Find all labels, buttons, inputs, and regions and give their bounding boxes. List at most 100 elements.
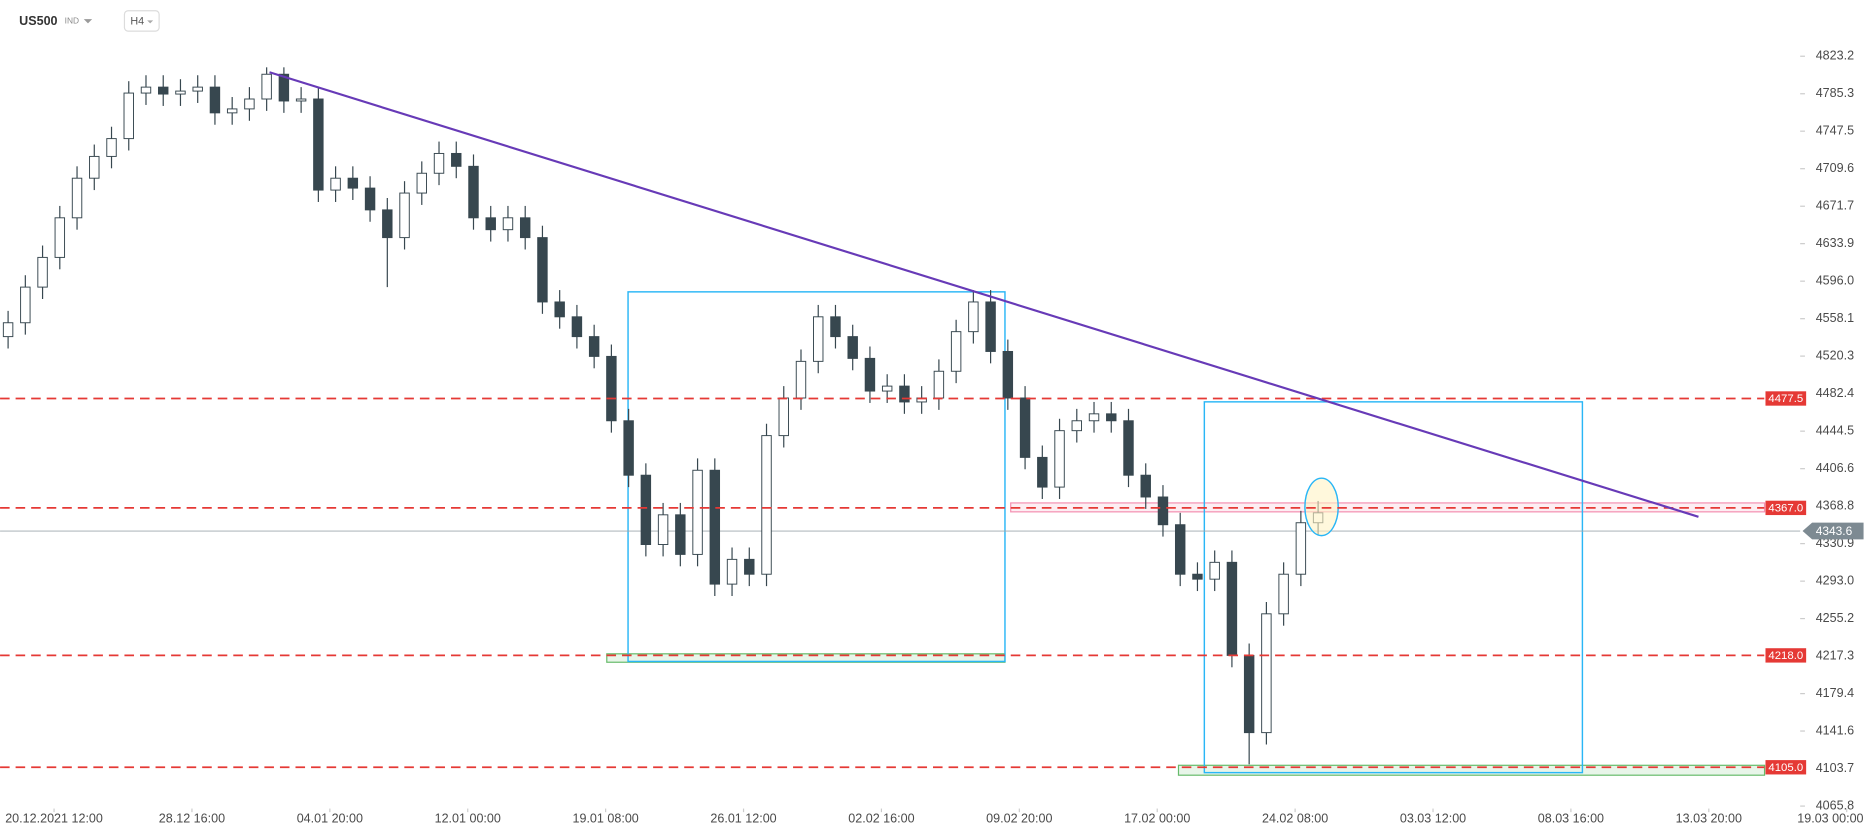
- dropdown-arrow[interactable]: [83, 19, 93, 24]
- y-tick-label: 4709.6: [1816, 161, 1854, 175]
- last-price-tag: [1802, 522, 1864, 540]
- candle-body: [795, 360, 807, 399]
- candle-body: [37, 256, 48, 288]
- candle-body: [985, 301, 996, 352]
- candle-body: [1054, 430, 1065, 488]
- candle-body: [1002, 350, 1014, 399]
- candle-body: [1019, 397, 1031, 458]
- trendline: [269, 71, 1699, 518]
- candle-body: [140, 86, 152, 94]
- candle-body: [1226, 561, 1238, 656]
- y-tick-label: 4179.4: [1816, 686, 1854, 700]
- y-tick-label: 4747.5: [1816, 123, 1854, 137]
- candle-body: [192, 86, 203, 92]
- y-tick-label: 4785.3: [1816, 86, 1854, 100]
- y-tick-label: 4444.5: [1816, 423, 1854, 437]
- y-tick-label: 4671.7: [1816, 199, 1854, 213]
- candle-body: [106, 138, 117, 157]
- candle-body: [1192, 573, 1203, 580]
- interval-arrow: [147, 20, 154, 24]
- y-tick-label: 4065.8: [1816, 798, 1854, 812]
- candle-body: [847, 336, 858, 359]
- candle-body: [209, 86, 221, 114]
- candle-body: [1088, 413, 1100, 422]
- x-tick-label: 26.01 12:00: [710, 812, 776, 826]
- candle-body: [1037, 456, 1048, 488]
- level-label: 4218.0: [1768, 650, 1803, 662]
- y-tick-label: 4823.2: [1816, 49, 1854, 63]
- candle-body: [502, 217, 514, 231]
- candle-body: [1278, 573, 1289, 615]
- candle-body: [778, 397, 789, 437]
- y-tick-label: 4330.9: [1816, 536, 1854, 550]
- interval[interactable]: H4: [130, 15, 144, 27]
- y-tick-label: 4633.9: [1816, 236, 1854, 250]
- candle-body: [1157, 496, 1169, 526]
- candle-body: [623, 420, 634, 476]
- candle-body: [640, 474, 652, 545]
- candle-body: [54, 217, 66, 258]
- symbol[interactable]: US500: [19, 14, 57, 28]
- candle-body: [261, 73, 272, 100]
- candle-body: [950, 331, 962, 372]
- candle-body: [588, 336, 600, 357]
- candle-body: [1140, 474, 1151, 498]
- x-tick-label: 12.01 00:00: [435, 812, 501, 826]
- candle-body: [692, 469, 703, 555]
- candle-body: [864, 357, 876, 392]
- candle-body: [571, 316, 583, 338]
- candle-body: [606, 355, 617, 422]
- y-tick-label: 4596.0: [1816, 273, 1854, 287]
- candle-body: [20, 286, 31, 324]
- candle-body: [244, 98, 255, 110]
- candle-body: [1123, 420, 1134, 476]
- y-tick-label: 4293.0: [1816, 573, 1854, 587]
- candle-body: [226, 108, 238, 114]
- candle-body: [1106, 413, 1117, 422]
- x-tick-label: 09.02 20:00: [986, 812, 1052, 826]
- y-tick-label: 4103.7: [1816, 761, 1854, 775]
- candle-body: [554, 301, 565, 318]
- x-tick-label: 19.01 08:00: [572, 812, 638, 826]
- level-label: 4367.0: [1768, 502, 1803, 514]
- x-tick-label: 28.12 16:00: [159, 812, 225, 826]
- y-tick-label: 4217.3: [1816, 648, 1854, 662]
- candle-body: [278, 73, 290, 102]
- level-label-box: [1765, 648, 1807, 663]
- interval-button[interactable]: [123, 10, 160, 32]
- candle-body: [451, 152, 462, 167]
- y-tick-label: 4406.6: [1816, 461, 1854, 475]
- x-tick-label: 24.02 08:00: [1262, 812, 1328, 826]
- candle-body: [347, 177, 359, 189]
- candle-body: [416, 172, 428, 194]
- level-label: 4105.0: [1768, 762, 1803, 774]
- candle-body: [726, 558, 738, 585]
- candle-body: [433, 152, 445, 174]
- candle-body: [364, 187, 376, 211]
- level-label-box: [1765, 760, 1807, 775]
- candle-body: [1209, 561, 1220, 580]
- candle-body: [399, 192, 410, 239]
- x-tick-label: 17.02 00:00: [1124, 812, 1190, 826]
- candle-body: [382, 209, 393, 239]
- candle-body: [1071, 420, 1083, 432]
- candle-body: [761, 435, 772, 575]
- y-tick-label: 4255.2: [1816, 611, 1854, 625]
- candle-body: [123, 92, 134, 140]
- level-label-box: [1765, 391, 1807, 406]
- candle-body: [709, 469, 721, 585]
- candle-body: [675, 514, 686, 555]
- x-tick-label: 04.01 20:00: [297, 812, 363, 826]
- candle-body: [295, 98, 307, 102]
- candle-body: [158, 86, 169, 95]
- candle-body: [1261, 613, 1272, 734]
- y-tick-label: 4482.4: [1816, 386, 1854, 400]
- candle-body: [744, 558, 755, 575]
- candle-body: [657, 514, 669, 545]
- candle-body: [2, 322, 14, 338]
- candle-body: [175, 90, 186, 95]
- candle-body: [71, 177, 83, 219]
- x-tick-label: 03.03 12:00: [1400, 812, 1466, 826]
